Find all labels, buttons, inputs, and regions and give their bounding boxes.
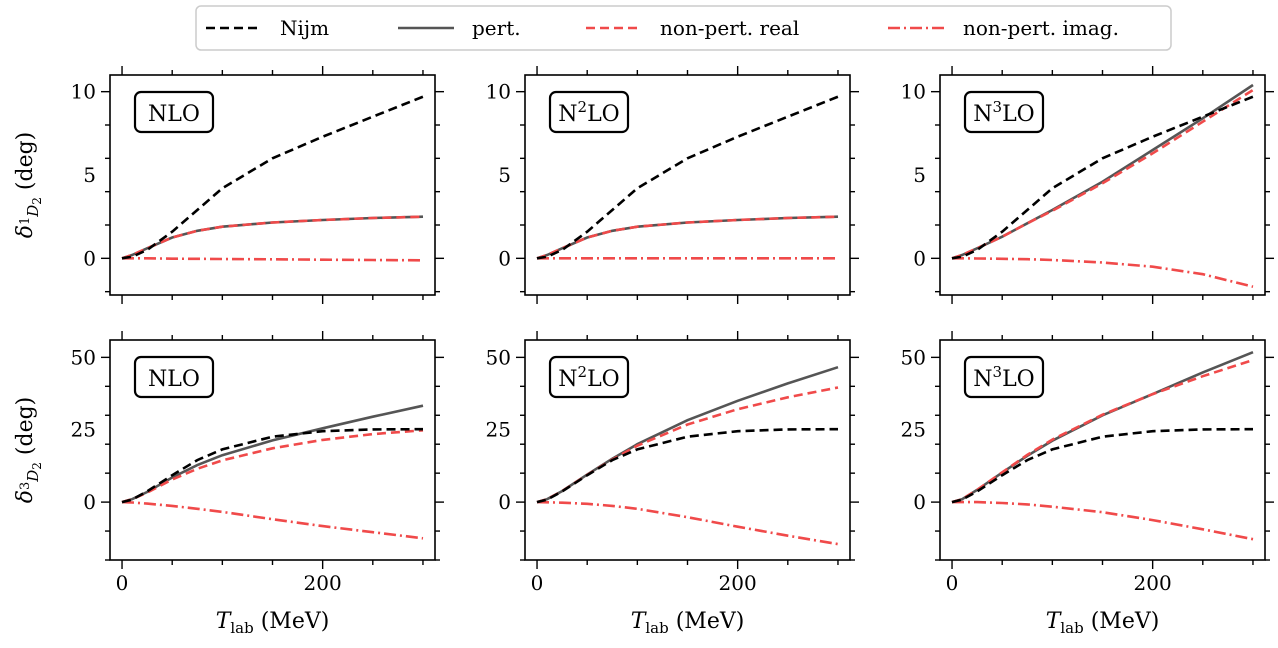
y-tick-label: 5 xyxy=(498,163,511,187)
series-nijm xyxy=(951,427,1254,504)
series-non-pert-imag xyxy=(122,256,424,262)
order-label-box: NLO xyxy=(133,90,215,134)
order-label: N3LO xyxy=(973,98,1034,127)
y-tick-label: 0 xyxy=(83,246,96,270)
y-tick-label: 0 xyxy=(498,246,511,270)
y-tick-label: 50 xyxy=(486,345,511,369)
y-tick-label: 10 xyxy=(486,80,511,104)
series-non-pert-real xyxy=(536,386,839,504)
series-non-pert-real xyxy=(536,215,839,260)
x-tick-label: 200 xyxy=(1134,571,1172,595)
order-label: NLO xyxy=(148,102,200,127)
order-label: N3LO xyxy=(973,363,1034,392)
order-label-frame xyxy=(963,355,1045,399)
x-axis-label: Tlab (MeV) xyxy=(1046,609,1160,637)
panel-5: 0 200 0 25 50 N2LO Tlab (MeV) xyxy=(486,331,859,637)
order-label-frame xyxy=(133,90,215,134)
y-tick-label: 0 xyxy=(913,490,926,514)
legend: Nijm pert. non-pert. real non-pert. imag… xyxy=(195,5,1172,51)
series-nijm xyxy=(536,427,839,504)
series-nijm xyxy=(536,95,839,260)
y-tick-label: 50 xyxy=(901,345,926,369)
x-axis-label: Tlab (MeV) xyxy=(631,609,745,637)
order-label: N2LO xyxy=(558,363,619,392)
order-label-box: N2LO xyxy=(548,90,630,134)
x-tick-label: 0 xyxy=(531,571,544,595)
order-label: N2LO xyxy=(558,98,619,127)
x-tick-label: 200 xyxy=(719,571,757,595)
legend-label-nonpert-real: non-pert. real xyxy=(660,16,799,40)
order-label: NLO xyxy=(148,367,200,392)
series-non-pert-imag xyxy=(536,500,839,546)
y-tick-label: 25 xyxy=(901,418,926,442)
panel-6: 0 200 0 25 50 N3LO Tlab (MeV) xyxy=(901,331,1274,637)
y-tick-label: 10 xyxy=(71,80,96,104)
panel-3: 0 5 10 N3LO xyxy=(901,66,1274,304)
legend-label-nonpert-imag: non-pert. imag. xyxy=(963,16,1119,40)
series-pert xyxy=(121,404,424,504)
y-tick-label: 5 xyxy=(913,163,926,187)
panel-2: 0 5 10 N2LO xyxy=(486,66,859,304)
legend-frame xyxy=(195,5,1172,51)
y-tick-label: 0 xyxy=(913,246,926,270)
y-tick-label: 50 xyxy=(71,345,96,369)
panels: 0 5 10 NLO δ1D2 (deg) 0 5 10 N2LO 0 5 10 N3LO 0 200 0 25… xyxy=(13,66,1274,637)
x-tick-label: 0 xyxy=(946,571,959,595)
x-tick-label: 200 xyxy=(304,571,342,595)
x-axis-label: Tlab (MeV) xyxy=(216,609,330,637)
series-non-pert-imag xyxy=(952,500,1254,541)
y-axis-label: δ1D2 (deg) xyxy=(13,132,44,239)
legend-label-pert: pert. xyxy=(472,16,521,40)
order-label-frame xyxy=(963,90,1045,134)
order-label-box: N2LO xyxy=(548,355,630,399)
panel-4: 0 200 0 25 50 NLO δ3D2 (deg) Tlab (MeV) xyxy=(13,331,444,637)
y-tick-label: 10 xyxy=(901,80,926,104)
y-tick-label: 0 xyxy=(83,490,96,514)
order-label-frame xyxy=(548,355,630,399)
series-nijm xyxy=(121,95,424,260)
y-axis-label: δ3D2 (deg) xyxy=(13,397,44,504)
order-label-box: NLO xyxy=(133,355,215,399)
y-tick-label: 0 xyxy=(498,490,511,514)
series-non-pert-imag xyxy=(121,500,424,540)
order-label-frame xyxy=(133,355,215,399)
series-non-pert-real xyxy=(121,215,424,260)
series-non-pert-imag xyxy=(952,256,1254,288)
panel-1: 0 5 10 NLO δ1D2 (deg) xyxy=(13,66,444,304)
y-tick-label: 5 xyxy=(83,163,96,187)
y-tick-label: 25 xyxy=(71,418,96,442)
series-nijm xyxy=(951,95,1254,260)
series-nijm xyxy=(121,427,424,504)
order-label-box: N3LO xyxy=(963,355,1045,399)
legend-label-nijm: Nijm xyxy=(280,16,329,40)
series-non-pert-real xyxy=(951,88,1254,260)
order-label-box: N3LO xyxy=(963,90,1045,134)
y-tick-label: 25 xyxy=(486,418,511,442)
order-label-frame xyxy=(548,90,630,134)
x-tick-label: 0 xyxy=(116,571,129,595)
